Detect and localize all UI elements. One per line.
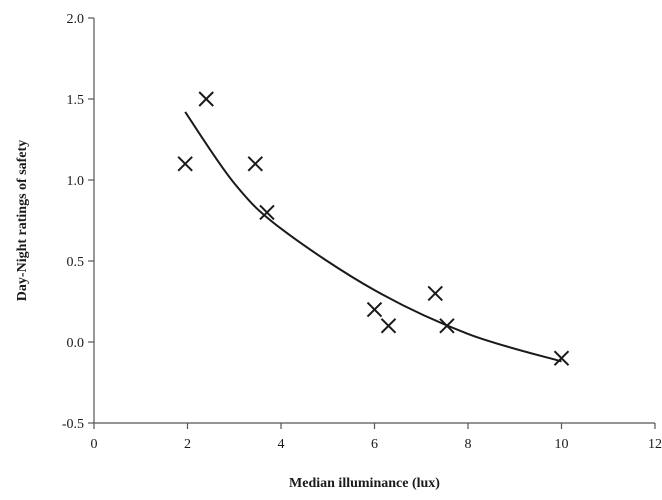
x-tick-label: 0 — [91, 437, 98, 452]
y-axis-title: Day-Night ratings of safety — [15, 140, 30, 301]
data-points — [178, 92, 568, 365]
data-point — [440, 319, 454, 333]
trendline — [185, 112, 561, 361]
data-point — [178, 157, 192, 171]
y-tick-label: 1.5 — [67, 93, 85, 108]
y-tick-label: 0.5 — [67, 255, 85, 270]
axes-layer — [94, 18, 655, 423]
y-tick-label: 1.0 — [67, 174, 85, 189]
y-tick-label: 2.0 — [67, 12, 85, 27]
x-tick-label: 6 — [371, 437, 378, 452]
data-point — [199, 92, 213, 106]
y-tick-label: 0.0 — [67, 336, 85, 351]
data-point — [428, 286, 442, 300]
x-tick-label: 8 — [465, 437, 472, 452]
data-point — [555, 351, 569, 365]
x-tick-label: 10 — [555, 437, 569, 452]
x-axis-title: Median illuminance (lux) — [289, 476, 440, 491]
data-point — [382, 319, 396, 333]
data-point — [248, 157, 262, 171]
x-tick-label: 2 — [184, 437, 191, 452]
x-tick-label: 12 — [648, 437, 662, 452]
data-point — [368, 303, 382, 317]
x-tick-label: 4 — [278, 437, 285, 452]
y-ticks: -0.5 0.0 0.5 1.0 1.5 2.0 — [62, 12, 94, 432]
y-tick-label: -0.5 — [62, 417, 84, 432]
x-ticks: 0 2 4 6 8 10 12 — [91, 423, 662, 452]
